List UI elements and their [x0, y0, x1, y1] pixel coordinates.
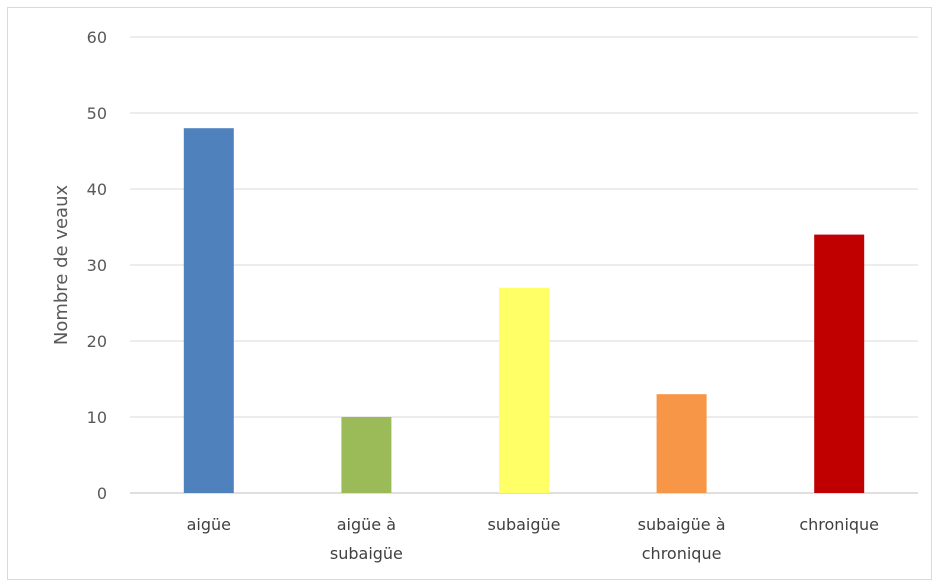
x-axis-categories: aigüe aigüe à subaigüe subaigüe subaigüe à ch… — [187, 515, 879, 563]
x-category-label: aigüe à subaigüe — [330, 515, 403, 563]
bar — [814, 234, 865, 493]
y-tick-label: 10 — [87, 408, 107, 427]
y-tick-label: 50 — [87, 104, 107, 123]
y-tick-label: 20 — [87, 332, 107, 351]
y-axis-ticks: 0 10 20 30 40 50 60 — [87, 28, 107, 503]
x-category-label: chronique — [799, 515, 879, 534]
x-category-label: aigüe — [187, 515, 231, 534]
y-tick-label: 30 — [87, 256, 107, 275]
gridlines — [130, 36, 918, 494]
chart-frame — [7, 7, 932, 580]
bars — [183, 128, 865, 493]
bar — [656, 394, 707, 493]
y-axis-title: Nombre de veaux — [51, 185, 72, 346]
bar — [499, 287, 549, 493]
x-category-label: subaigüe — [487, 515, 560, 534]
y-tick-label: 60 — [87, 28, 107, 47]
y-tick-label: 0 — [97, 484, 107, 503]
bar — [183, 128, 234, 493]
y-tick-label: 40 — [87, 180, 107, 199]
x-category-label: subaigüe à chronique — [638, 515, 726, 563]
bar — [341, 417, 392, 493]
